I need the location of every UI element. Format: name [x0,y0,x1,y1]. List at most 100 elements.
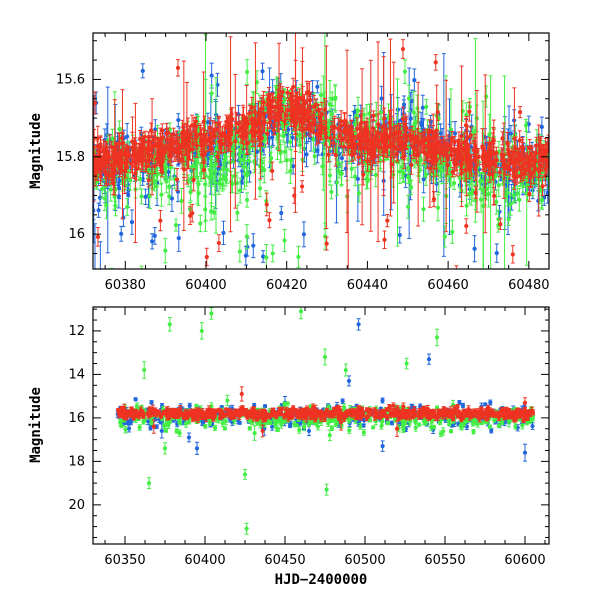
series-1-point [364,168,369,190]
series-1-point [244,192,250,208]
series-1-point [402,59,408,84]
series-1-point [406,84,412,113]
top-x-tick-label: 60440 [347,278,388,293]
series-1-point [139,188,144,205]
series-1-point [435,194,441,222]
series-0-point [251,233,256,259]
series-1-outlier [167,317,172,332]
series-0-point [508,125,513,143]
series-1-point [154,174,159,199]
series-1-point [244,167,250,184]
series-1-point [270,244,275,263]
series-0-point [494,243,499,263]
series-0-point [129,209,135,235]
series-1-point [294,423,299,428]
series-0-point [126,424,132,433]
series-1-point [523,118,528,132]
series-0-outlier [426,353,432,365]
series-0-point [152,227,157,245]
series-0-point [401,95,407,114]
series-0-point [460,402,466,409]
series-1-point [385,420,391,426]
series-1-outlier [322,348,328,366]
series-1-point [296,245,301,268]
series-1-point [339,161,344,187]
series-0-point [176,224,181,252]
series-1-point [335,152,340,174]
series-1-point [371,425,376,430]
series-0-point [187,402,192,409]
series-0-point [545,184,549,204]
series-0-point [497,204,502,219]
series-1-outlier [324,483,329,496]
series-0-point [389,420,395,426]
series-2-point [267,212,272,229]
series-2-point [216,409,221,414]
series-2-point [419,414,424,420]
series-2-point [379,412,385,418]
series-2-point [433,54,438,71]
series-2-point [400,39,406,59]
series-1-point [479,420,484,426]
series-1-point [123,425,128,434]
series-1-point [284,146,289,174]
series-1-outlier [162,442,168,455]
series-1-point [352,166,358,187]
series-1-point [229,170,234,194]
series-1-point [494,189,499,215]
series-0-point [380,397,385,404]
series-2-point [430,408,435,414]
series-1-point [329,184,334,200]
series-0-point [150,233,155,250]
series-1-point [397,159,402,184]
series-2-point [196,407,201,412]
series-1-point [496,173,501,197]
series-2-point [388,38,393,217]
series-0-outlier [186,432,192,443]
series-0-point [287,424,293,429]
series-1-point [238,177,243,204]
series-0-point [412,68,417,92]
series-2-point [499,413,504,418]
series-1-point [209,164,215,187]
series-0-point [93,223,97,269]
series-1-point [280,115,285,138]
series-1-point [515,185,520,202]
series-2-point [510,245,515,264]
series-0-point [221,220,226,246]
series-1-point [289,149,294,172]
series-2-point [442,406,447,412]
series-1-point [102,185,107,212]
series-1-point [209,84,214,103]
series-0-point [301,221,307,248]
series-1-point [257,179,263,198]
series-0-point [128,420,133,426]
series-0-outlier [356,318,361,331]
series-0-point [491,273,495,300]
series-1-point [163,237,168,264]
series-0-point [116,183,121,209]
series-2-point [385,214,390,228]
series-2-point [467,410,472,416]
top-panel: 60380 60400 60420 60440 60460 60480 15.6 15.8 16… [28,32,550,300]
series-0-outlier [380,440,385,452]
series-1-point [437,420,443,426]
series-1-point [282,228,287,253]
series-0-point [121,208,126,228]
series-1-outlier [199,322,204,340]
series-1-point [232,168,237,184]
series-1-point [487,424,492,429]
series-1-outlier [327,429,332,442]
series-1-point [506,212,511,226]
series-2-point [156,409,161,415]
series-1-point [203,196,208,223]
series-2-point [401,106,406,132]
top-x-tick-label: 60380 [105,278,146,293]
series-2-point [299,180,305,193]
series-2-point [410,414,415,420]
series-1-outlier [225,394,230,407]
series-1-point [496,423,502,428]
series-1-point [159,182,164,207]
series-1-outlier [404,357,409,370]
series-2-point [132,413,137,418]
